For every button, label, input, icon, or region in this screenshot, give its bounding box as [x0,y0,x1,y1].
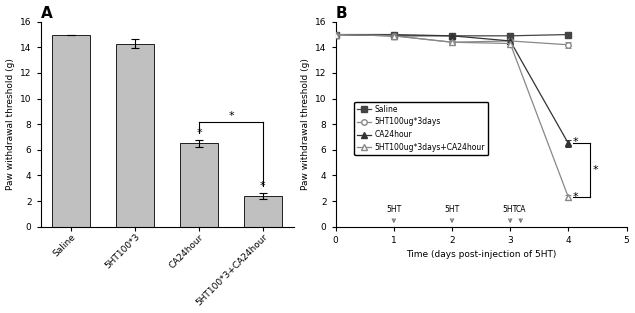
Text: *: * [228,111,234,121]
Text: *: * [260,181,266,191]
Text: CA: CA [516,205,526,214]
Y-axis label: Paw withdrawal threshold (g): Paw withdrawal threshold (g) [300,58,309,190]
Y-axis label: Paw withdrawal threshold (g): Paw withdrawal threshold (g) [6,58,15,190]
Text: *: * [573,192,578,202]
Text: 5HT: 5HT [502,205,518,214]
Bar [52,34,90,227]
Text: *: * [573,137,578,147]
Text: 5HT: 5HT [444,205,460,214]
Text: *: * [593,165,598,175]
Bar [116,44,154,227]
Text: A: A [41,6,53,21]
Text: B: B [336,6,347,21]
Legend: Saline, 5HT100ug*3days, CA24hour, 5HT100ug*3days+CA24hour: Saline, 5HT100ug*3days, CA24hour, 5HT100… [354,101,488,155]
X-axis label: Time (days post-injection of 5HT): Time (days post-injection of 5HT) [406,250,556,259]
Text: 5HT: 5HT [386,205,401,214]
Text: *: * [196,128,202,138]
Bar [180,143,218,227]
Bar [244,196,282,227]
